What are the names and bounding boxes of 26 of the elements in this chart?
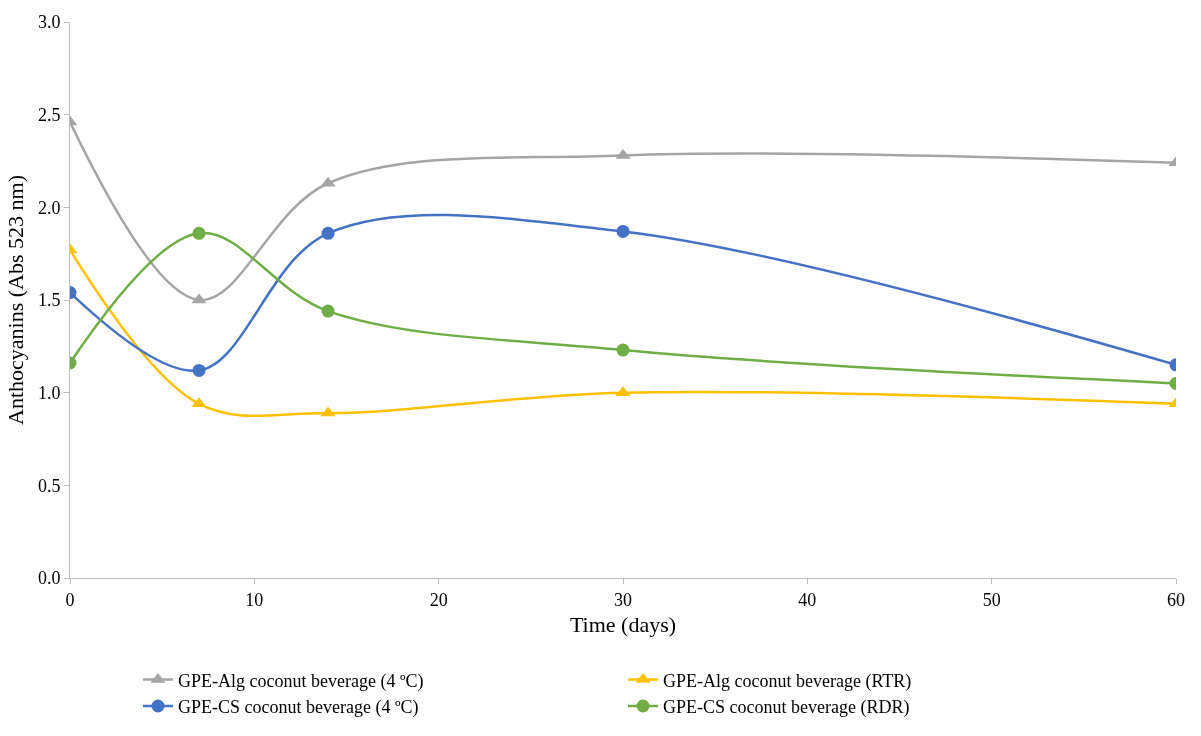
legend-label: GPE-CS coconut beverage (RDR) <box>663 697 910 719</box>
point <box>192 363 206 377</box>
y-tick-label: 2.0 <box>37 197 61 218</box>
x-tick-label: 10 <box>245 589 264 610</box>
point <box>321 226 335 240</box>
legend-label: GPE-Alg coconut beverage (RTR) <box>663 670 912 692</box>
y-tick-label: 0.5 <box>37 475 61 496</box>
x-tick-label: 40 <box>798 589 817 610</box>
y-tick-label: 1.5 <box>37 290 61 311</box>
y-axis-title: Anthocyanins (Abs 523 nm) <box>2 175 28 425</box>
y-tick-label: 0.0 <box>37 568 61 589</box>
legend-label: GPE-CS coconut beverage (4 ºC) <box>178 697 419 719</box>
x-tick-label: 60 <box>1167 589 1185 610</box>
x-tick-label: 0 <box>65 589 75 610</box>
x-tick-label: 20 <box>429 589 448 610</box>
point <box>321 304 335 318</box>
point <box>616 224 630 238</box>
point <box>616 343 630 357</box>
x-tick-label: 30 <box>614 589 632 610</box>
x-axis-title: Time (days) <box>569 612 677 638</box>
point <box>192 226 206 240</box>
x-tick-label: 50 <box>982 589 1001 610</box>
y-tick-label: 2.5 <box>37 104 61 125</box>
y-tick-label: 3.0 <box>37 12 61 33</box>
y-tick-label: 1.0 <box>37 382 61 403</box>
legend-label: GPE-Alg coconut beverage (4 ºC) <box>178 670 424 692</box>
